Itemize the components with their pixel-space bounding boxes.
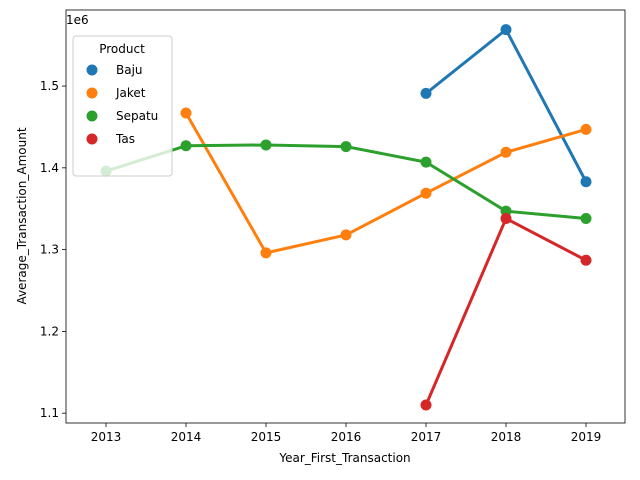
- legend-marker-tas: [86, 133, 98, 145]
- legend-box: [72, 35, 173, 177]
- data-point-jaket: [500, 146, 512, 158]
- y-tick-label: 1.3: [40, 243, 59, 257]
- data-point-jaket: [180, 107, 192, 119]
- y-axis-label: Average_Transaction_Amount: [15, 127, 29, 304]
- y-tick-label: 1.2: [40, 324, 59, 338]
- x-axis-label: Year_First_Transaction: [278, 451, 410, 465]
- x-tick-label: 2019: [571, 430, 602, 444]
- data-point-sepatu: [180, 140, 192, 152]
- data-point-jaket: [580, 123, 592, 135]
- legend-marker-sepatu: [86, 110, 98, 122]
- legend-label: Jaket: [115, 86, 146, 100]
- x-tick-label: 2017: [411, 430, 442, 444]
- data-point-jaket: [420, 187, 432, 199]
- y-tick-label: 1.4: [40, 161, 59, 175]
- x-tick-label: 2015: [251, 430, 282, 444]
- data-point-baju: [580, 176, 592, 188]
- series-jaket: [180, 107, 592, 259]
- legend-label: Baju: [116, 63, 143, 77]
- series-line-baju: [425, 28, 588, 183]
- series-baju: [420, 24, 592, 188]
- data-point-baju: [420, 87, 432, 99]
- series-sepatu: [100, 139, 592, 225]
- plot-frame: [65, 9, 626, 424]
- y-offset-label: 1e6: [66, 13, 89, 27]
- legend-label: Tas: [115, 132, 135, 146]
- data-point-sepatu: [260, 139, 272, 151]
- y-tick-label: 1.5: [40, 79, 59, 93]
- legend-title: Product: [99, 42, 145, 56]
- series-line-tas: [424, 217, 587, 406]
- legend-label: Sepatu: [116, 109, 158, 123]
- x-tick-label: 2014: [171, 430, 202, 444]
- data-point-tas: [500, 213, 512, 225]
- data-point-jaket: [340, 229, 352, 241]
- data-point-sepatu: [340, 141, 352, 153]
- data-point-jaket: [260, 247, 272, 259]
- legend-marker-baju: [86, 64, 98, 76]
- legend-marker-jaket: [86, 87, 98, 99]
- series-line-sepatu: [105, 143, 587, 221]
- x-tick-label: 2016: [331, 430, 362, 444]
- series-line-jaket: [184, 112, 587, 255]
- legend: Product Baju Jaket Sepatu Tas: [72, 35, 173, 177]
- data-point-sepatu: [420, 156, 432, 168]
- data-point-tas: [420, 399, 432, 411]
- y-tick-label: 1.1: [40, 406, 59, 420]
- data-point-baju: [500, 24, 512, 36]
- series-tas: [420, 213, 592, 411]
- data-point-sepatu: [580, 213, 592, 225]
- data-point-tas: [580, 254, 592, 266]
- x-tick-label: 2013: [91, 430, 122, 444]
- x-tick-label: 2018: [491, 430, 522, 444]
